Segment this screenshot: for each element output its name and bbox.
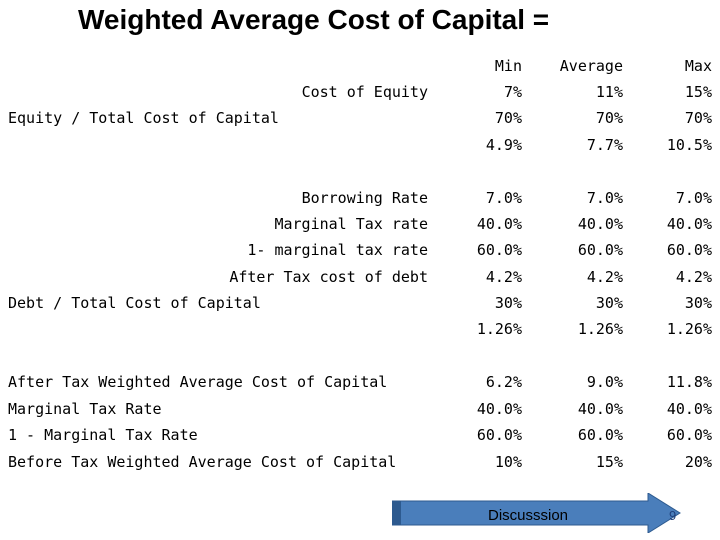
cell-min: 40.0%	[476, 400, 522, 418]
row-label-debt-ratio: Debt / Total Cost of Capital	[8, 294, 261, 312]
cell-max: 7.0%	[675, 189, 712, 207]
cell-average: 40.0%	[577, 400, 623, 418]
cell-average: 30%	[595, 294, 623, 312]
cell-min: 1.26%	[476, 320, 522, 338]
arrow-shape-icon	[392, 493, 681, 533]
cell-average: 40.0%	[577, 215, 623, 233]
header-min: Min	[494, 57, 522, 75]
cell-min: 7%	[503, 83, 522, 101]
row-label-before-tax-wacc: Before Tax Weighted Average Cost of Capi…	[8, 453, 397, 471]
row-label-equity-ratio: Equity / Total Cost of Capital	[8, 109, 279, 127]
cell-average: 60.0%	[577, 426, 623, 444]
cell-average: 1.26%	[577, 320, 623, 338]
cell-max: 1.26%	[666, 320, 712, 338]
cell-average: 60.0%	[577, 241, 623, 259]
cell-average: 11%	[595, 83, 623, 101]
row-label-one-minus-marginal-tax-rate: 1 - Marginal Tax Rate	[8, 426, 198, 444]
cell-average: 70%	[595, 109, 623, 127]
page-title: Weighted Average Cost of Capital =	[78, 4, 550, 35]
page-number: 9	[669, 508, 677, 523]
cell-average: 4.2%	[586, 268, 623, 286]
header-average: Average	[559, 57, 623, 75]
cell-min: 7.0%	[485, 189, 522, 207]
cell-max: 11.8%	[666, 373, 712, 391]
cell-min: 60.0%	[476, 241, 522, 259]
cell-average: 9.0%	[586, 373, 623, 391]
cell-min: 40.0%	[476, 215, 522, 233]
cell-max: 40.0%	[666, 400, 712, 418]
cell-min: 4.9%	[485, 136, 522, 154]
row-label-marginal-tax-rate: Marginal Tax rate	[274, 215, 428, 233]
row-label-one-minus-tax-rate: 1- marginal tax rate	[247, 241, 428, 259]
discussion-button-label: Discusssion	[488, 507, 569, 524]
cell-average: 7.7%	[586, 136, 623, 154]
cell-min: 10%	[494, 453, 522, 471]
cell-max: 10.5%	[666, 136, 712, 154]
row-label-marginal-tax-rate-2: Marginal Tax Rate	[8, 400, 162, 418]
cell-max: 4.2%	[675, 268, 712, 286]
header-max: Max	[684, 57, 712, 75]
cell-max: 60.0%	[666, 426, 712, 444]
cell-max: 60.0%	[666, 241, 712, 259]
cell-average: 7.0%	[586, 189, 623, 207]
cell-min: 70%	[494, 109, 522, 127]
cell-min: 30%	[494, 294, 522, 312]
cell-min: 60.0%	[476, 426, 522, 444]
cell-max: 30%	[684, 294, 712, 312]
row-label-borrowing-rate: Borrowing Rate	[301, 189, 428, 207]
cell-max: 20%	[684, 453, 712, 471]
cell-min: 6.2%	[485, 373, 522, 391]
cell-max: 70%	[684, 109, 712, 127]
row-label-after-tax-cost-of-debt: After Tax cost of debt	[229, 268, 428, 286]
arrow-tail-edge	[392, 501, 401, 525]
discussion-button[interactable]: Discusssion	[392, 493, 682, 533]
cell-max: 40.0%	[666, 215, 712, 233]
cell-average: 15%	[595, 453, 623, 471]
cell-max: 15%	[684, 83, 712, 101]
cell-min: 4.2%	[485, 268, 522, 286]
row-label-cost-of-equity: Cost of Equity	[301, 83, 428, 101]
row-label-after-tax-wacc: After Tax Weighted Average Cost of Capit…	[8, 373, 388, 391]
